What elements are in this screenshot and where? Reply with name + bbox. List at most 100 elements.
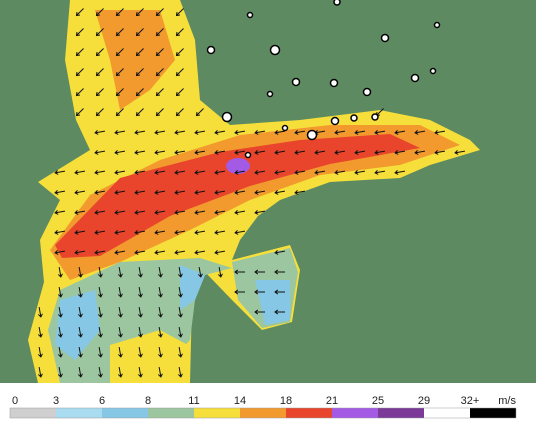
wind-arrow — [154, 170, 166, 175]
city — [206, 45, 216, 55]
legend-swatch — [10, 408, 56, 418]
wind-arrow — [74, 210, 86, 215]
wind-arrow — [434, 130, 446, 135]
wind-arrow — [175, 108, 184, 117]
legend-label: 0 — [12, 395, 18, 407]
wind-arrow — [198, 266, 203, 278]
wind-arrow — [254, 170, 266, 175]
legend-label: 3 — [53, 395, 59, 407]
wind-arrow — [118, 286, 123, 298]
city — [221, 111, 233, 123]
wind-arrow — [154, 230, 166, 235]
wind-arrow — [178, 286, 183, 298]
wind-arrow — [95, 8, 104, 17]
wind-arrow — [78, 346, 83, 358]
city — [330, 116, 340, 126]
wind-arrow — [194, 150, 206, 155]
wind-arrow — [254, 130, 266, 135]
wind-arrow — [194, 170, 206, 175]
wind-arrow — [95, 108, 104, 117]
wind-arrow — [274, 250, 286, 255]
wind-arrow — [78, 306, 83, 318]
wind-arrow — [78, 326, 83, 338]
wind-arrow — [314, 150, 326, 155]
wind-arrow — [38, 326, 43, 338]
wind-arrow — [214, 250, 226, 255]
wind-arrow — [394, 130, 406, 135]
wind-arrow — [175, 8, 184, 17]
wind-arrow — [134, 170, 146, 175]
wind-arrow — [135, 68, 144, 77]
wind-arrow — [158, 286, 163, 298]
wind-arrow — [134, 150, 146, 155]
wind-arrow — [194, 250, 206, 255]
legend-swatch — [378, 408, 424, 418]
city — [380, 33, 390, 43]
wind-arrow — [218, 266, 223, 278]
wind-arrow — [115, 28, 124, 37]
wind-arrow — [154, 190, 166, 195]
legend-label: 11 — [188, 395, 199, 407]
city — [433, 21, 441, 29]
wind-arrow — [135, 108, 144, 117]
wind-arrow — [138, 366, 143, 378]
wind-arrow — [254, 289, 265, 295]
wind-arrow — [78, 266, 83, 278]
wind-arrow — [95, 48, 104, 57]
wind-arrow — [135, 48, 144, 57]
wind-arrow — [54, 250, 66, 255]
wind-arrow — [194, 210, 206, 215]
wind-arrow — [134, 190, 146, 195]
wind-arrow — [454, 150, 466, 155]
wind-arrow — [194, 230, 206, 235]
wind-arrow — [38, 366, 43, 378]
wind-arrow — [178, 366, 183, 378]
wind-arrow — [175, 68, 184, 77]
wind-arrow — [75, 68, 84, 77]
wind-arrow — [98, 326, 103, 338]
wind-arrow — [38, 306, 43, 318]
city — [362, 87, 372, 97]
wind-arrow — [94, 230, 106, 235]
wind-arrow — [94, 210, 106, 215]
wind-arrow — [114, 230, 126, 235]
city — [269, 44, 281, 56]
wind-arrow — [58, 266, 63, 278]
wind-arrow — [118, 346, 123, 358]
city — [329, 78, 339, 88]
wind-arrow — [178, 346, 183, 358]
wind-arrow — [134, 230, 146, 235]
wind-arrow — [175, 88, 184, 97]
wind-arrow — [115, 108, 124, 117]
city — [306, 129, 318, 141]
wind-arrow — [214, 210, 226, 215]
wind-arrow — [118, 366, 123, 378]
wind-arrow — [394, 150, 406, 155]
city — [281, 124, 289, 132]
wind-arrow — [58, 346, 63, 358]
wind-arrow — [334, 150, 346, 155]
wind-arrow — [114, 190, 126, 195]
wind-arrow — [115, 8, 124, 17]
wind-arrow — [58, 366, 63, 378]
legend-swatch — [332, 408, 378, 418]
wind-arrow — [95, 68, 104, 77]
sea-wind-yellow-south — [110, 330, 188, 383]
wind-arrow — [75, 108, 84, 117]
wind-arrows — [38, 8, 466, 378]
wind-arrow — [135, 28, 144, 37]
wind-arrow — [234, 289, 245, 295]
wind-arrow — [58, 306, 63, 318]
wind-arrow — [174, 250, 186, 255]
legend-label: 21 — [326, 395, 338, 407]
legend-label: 25 — [372, 395, 384, 407]
wind-arrow — [354, 150, 366, 155]
wind-arrow — [114, 210, 126, 215]
wind-arrow — [254, 269, 265, 275]
wind-arrow — [98, 286, 103, 298]
wind-arrow — [38, 346, 43, 358]
wind-arrow — [75, 48, 84, 57]
wind-arrow — [274, 170, 286, 175]
wind-arrow — [234, 170, 246, 175]
